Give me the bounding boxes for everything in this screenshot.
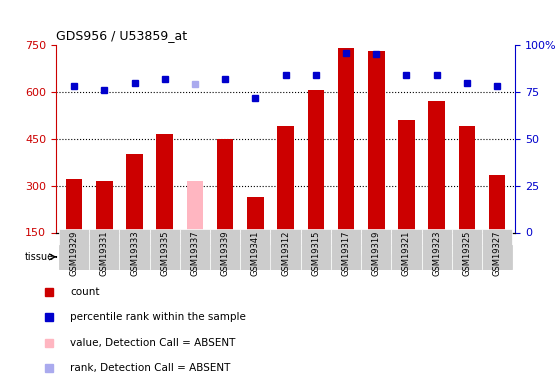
- Text: GSM19339: GSM19339: [221, 231, 230, 276]
- Text: ventral tegmental area: ventral tegmental area: [105, 252, 225, 262]
- Bar: [368, 51, 385, 232]
- Bar: [489, 175, 505, 232]
- Bar: [156, 134, 173, 232]
- Bar: [210, 229, 240, 270]
- Bar: [331, 229, 361, 270]
- Text: GSM19327: GSM19327: [493, 231, 502, 276]
- Text: GSM19325: GSM19325: [463, 231, 472, 276]
- Text: GSM19315: GSM19315: [311, 231, 320, 276]
- Text: GDS956 / U53859_at: GDS956 / U53859_at: [56, 30, 187, 42]
- Bar: [459, 126, 475, 232]
- Bar: [126, 154, 143, 232]
- Text: GSM19321: GSM19321: [402, 231, 411, 276]
- Bar: [338, 48, 354, 232]
- Text: GSM19319: GSM19319: [372, 231, 381, 276]
- Text: GSM19323: GSM19323: [432, 231, 441, 276]
- Bar: [301, 229, 331, 270]
- Text: GSM19337: GSM19337: [190, 231, 199, 276]
- Bar: [482, 229, 512, 270]
- Text: substantia nigra pars compacta: substantia nigra pars compacta: [309, 252, 474, 262]
- Bar: [119, 229, 150, 270]
- Bar: [247, 196, 264, 232]
- Bar: [66, 179, 82, 232]
- Bar: [150, 229, 180, 270]
- Bar: [428, 101, 445, 232]
- Bar: [59, 229, 89, 270]
- Bar: [422, 229, 452, 270]
- Bar: [391, 229, 422, 270]
- Text: percentile rank within the sample: percentile rank within the sample: [71, 312, 246, 322]
- Bar: [89, 229, 119, 270]
- Bar: [180, 229, 210, 270]
- Bar: [361, 229, 391, 270]
- Bar: [96, 181, 113, 232]
- Text: GSM19317: GSM19317: [342, 231, 351, 276]
- Text: GSM19341: GSM19341: [251, 231, 260, 276]
- Bar: [277, 126, 294, 232]
- Bar: [217, 139, 234, 232]
- Text: count: count: [71, 287, 100, 297]
- Bar: [240, 229, 270, 270]
- Bar: [270, 245, 512, 268]
- Text: value, Detection Call = ABSENT: value, Detection Call = ABSENT: [71, 338, 236, 348]
- Bar: [307, 90, 324, 232]
- Text: tissue: tissue: [25, 252, 54, 262]
- Bar: [398, 120, 415, 232]
- Bar: [270, 229, 301, 270]
- Text: GSM19331: GSM19331: [100, 231, 109, 276]
- Bar: [452, 229, 482, 270]
- Text: GSM19312: GSM19312: [281, 231, 290, 276]
- Bar: [186, 181, 203, 232]
- Text: GSM19329: GSM19329: [69, 231, 78, 276]
- Bar: [59, 245, 270, 268]
- Text: rank, Detection Call = ABSENT: rank, Detection Call = ABSENT: [71, 363, 231, 373]
- Text: GSM19333: GSM19333: [130, 231, 139, 276]
- Text: GSM19335: GSM19335: [160, 231, 169, 276]
